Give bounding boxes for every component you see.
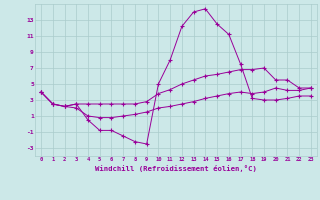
X-axis label: Windchill (Refroidissement éolien,°C): Windchill (Refroidissement éolien,°C) <box>95 165 257 172</box>
